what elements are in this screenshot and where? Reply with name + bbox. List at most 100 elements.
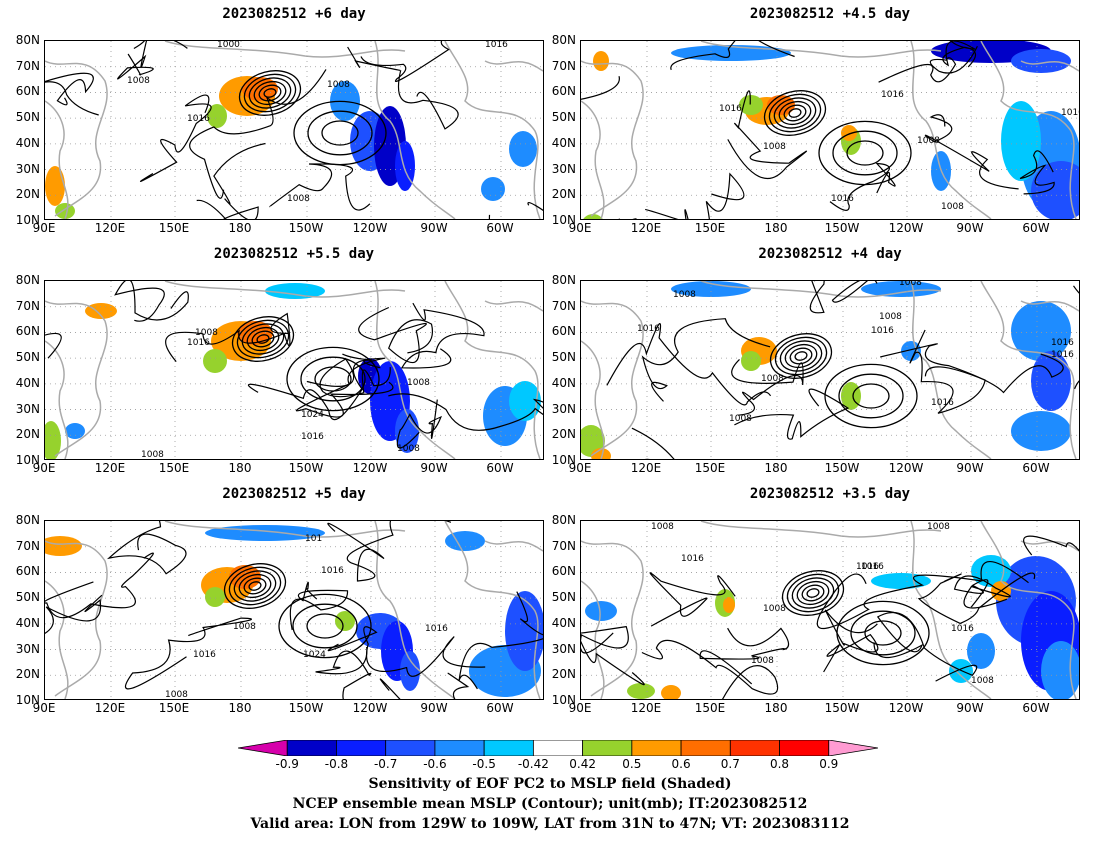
sensitivity-shading (203, 349, 227, 373)
x-tick-label: 90W (420, 461, 448, 475)
sensitivity-shading (739, 95, 763, 115)
x-tick-label: 120E (94, 701, 126, 715)
contour-label: 1000 (217, 41, 240, 50)
contour-label: 1008 (941, 202, 964, 212)
coastline (581, 60, 644, 217)
map-panel-2: 1016 1016 1008 1016 1008 1016 1008 (580, 40, 1080, 220)
mslp-contour (300, 356, 366, 402)
mslp-contour (783, 104, 807, 122)
colorbar-bin (483, 740, 534, 756)
colorbar-bin (631, 740, 682, 756)
coastline (484, 60, 543, 72)
sensitivity-shading (591, 448, 611, 459)
x-tick-label: 90E (32, 221, 56, 235)
y-tick-label: 80N (15, 33, 40, 47)
colorbar-bin (532, 740, 584, 756)
x-tick-label: 120E (630, 701, 662, 715)
x-tick-label: 120W (888, 461, 924, 475)
contour-label: 1016 (681, 554, 704, 564)
x-tick-label: 120E (94, 221, 126, 235)
contour-label: 1008 (971, 676, 994, 686)
mslp-contour (278, 593, 372, 659)
x-tick-label: 120W (352, 221, 388, 235)
mslp-contour (117, 41, 188, 80)
x-tick-label: 150E (158, 221, 190, 235)
sensitivity-shading (55, 203, 75, 219)
mslp-contour (238, 573, 272, 599)
colorbar-tick-label: -0.8 (324, 757, 349, 771)
contour-label: 1008 (673, 290, 696, 300)
mslp-contour (801, 584, 825, 602)
contour-label: 1008 (763, 142, 786, 152)
sensitivity-shading (593, 51, 609, 71)
mslp-contour (243, 73, 297, 113)
coastline (164, 281, 406, 298)
mslp-contour (734, 388, 850, 440)
coastline (700, 41, 942, 58)
colorbar-tick-label: -0.42 (517, 757, 549, 771)
sensitivity-shading (207, 104, 227, 128)
mslp-contour (1073, 285, 1079, 294)
y-tick-label: 30N (551, 161, 576, 176)
y-tick-label: 20N (551, 187, 576, 202)
panel-title-6: 2023082512 +3.5 day (749, 486, 911, 502)
colorbar-bin (385, 740, 436, 756)
mslp-contour (306, 613, 344, 639)
colorbar-bin (828, 740, 878, 756)
x-tick-label: 180 (764, 461, 788, 475)
mslp-contour (292, 603, 358, 649)
y-tick-label: 60N (15, 324, 40, 339)
colorbar-tick-label: 0.42 (569, 757, 596, 771)
mslp-contour (241, 323, 285, 355)
y-tick-label: 30N (15, 401, 40, 416)
x-tick-label: 150W (288, 461, 324, 475)
colorbar-bin (336, 740, 387, 756)
panel-title-3: 2023082512 +5.5 day (213, 246, 375, 262)
colorbar-tick-label: -0.5 (472, 757, 496, 771)
colorbar-bin (286, 740, 337, 756)
contour-label: 1008 (763, 604, 786, 614)
sensitivity-shading (1001, 101, 1041, 181)
y-tick-label: 10N (551, 453, 576, 467)
contour-label: 1016 (871, 326, 894, 336)
x-tick-label: 150E (694, 701, 726, 715)
mslp-contour (238, 70, 302, 116)
mslp-contour (140, 94, 212, 182)
y-tick-label: 30N (15, 641, 40, 656)
y-tick-label: 80N (551, 273, 576, 287)
y-tick-label: 80N (551, 513, 576, 527)
y-tick-label: 20N (15, 427, 40, 442)
mslp-contour (45, 72, 99, 116)
coastline (164, 521, 406, 538)
y-tick-label: 20N (15, 667, 40, 682)
contour-label: 1016 (951, 624, 974, 634)
mslp-contour (314, 366, 352, 392)
sensitivity-shading (481, 177, 505, 201)
y-tick-label: 10N (551, 693, 576, 707)
coastline (374, 521, 456, 699)
y-tick-label: 30N (551, 401, 576, 416)
contour-label: 1016 (321, 566, 344, 576)
mslp-contour (253, 80, 287, 106)
contour-label: 1016 (485, 41, 508, 50)
contour-label: 1016 (1051, 338, 1074, 348)
contour-label: 1016 (193, 650, 216, 660)
sensitivity-shading (861, 281, 941, 297)
contour-label: 1016 (856, 562, 879, 572)
mslp-contour (809, 281, 878, 314)
mslp-contour (165, 312, 291, 362)
mslp-contour (864, 620, 902, 646)
mslp-contour (846, 140, 884, 166)
contour-label: 1008 (165, 690, 188, 700)
coastline (45, 580, 69, 699)
mslp-contour (258, 84, 282, 102)
sensitivity-shading (65, 423, 85, 439)
sensitivity-shading (767, 95, 795, 115)
y-tick-label: 40N (551, 375, 576, 390)
sensitivity-shading (627, 683, 655, 699)
mslp-contour (358, 306, 433, 364)
x-tick-label: 90E (568, 701, 592, 715)
contour-label: 1008 (899, 281, 922, 288)
